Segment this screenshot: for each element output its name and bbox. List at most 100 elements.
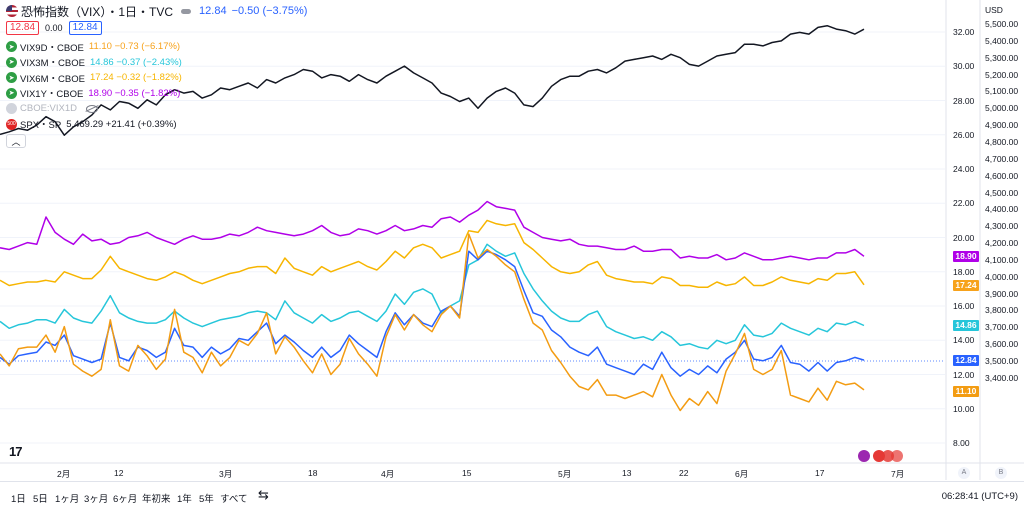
vix-tick-label: 10.00 — [953, 403, 975, 414]
spx-tick-label: 4,100.00 — [985, 254, 1019, 265]
buy-button[interactable]: 12.84 — [68, 21, 102, 35]
collapse-legend-button[interactable]: ︿ — [6, 134, 26, 148]
price-tag: 14.86 — [953, 320, 979, 331]
spx-tick-label: 5,300.00 — [985, 52, 1019, 63]
time-tick-label: 13 — [622, 468, 632, 478]
price-tag: 17.24 — [953, 280, 979, 291]
chart-grid — [0, 31, 945, 444]
spx-tick-label: 3,700.00 — [985, 322, 1019, 333]
range-button[interactable]: 1日 — [11, 494, 26, 505]
spx-values: 5,469.29 +21.41 (+0.39%) — [66, 118, 177, 130]
vix-tick-label: 18.00 — [953, 266, 975, 277]
auto-scale-button[interactable]: A — [958, 467, 970, 479]
date-range-icon[interactable]: ⇆ — [258, 487, 269, 502]
legend-series-row[interactable]: ➤ VIX3M・CBOE 14.86 −0.37 (−2.43%) — [6, 55, 307, 71]
arrow-icon: ➤ — [6, 41, 17, 53]
vix-tick-label: 8.00 — [953, 438, 970, 448]
range-button[interactable]: すべて — [220, 494, 248, 505]
spx-name[interactable]: SPX・SP — [20, 120, 62, 132]
series-line-vix9d[interactable] — [0, 233, 865, 412]
vix-tick-label: 14.00 — [953, 335, 975, 346]
vix-tick-label: 24.00 — [953, 164, 975, 174]
legend-series-row[interactable]: ➤ VIX6M・CBOE 17.24 −0.32 (−1.82%) — [6, 70, 307, 86]
spx-tick-label: 4,700.00 — [985, 153, 1019, 164]
event-lightning-icon[interactable] — [858, 450, 870, 462]
vix-tick-label: 22.00 — [953, 198, 975, 209]
series-line-vix6m[interactable] — [0, 219, 865, 288]
vix-tick-label: 16.00 — [953, 301, 975, 311]
bottom-toolbar: 1日 5日 1ヶ月 3ヶ月 6ヶ月 年初来 1年 5年 すべて ⇆ 06:28:41 (UTC+… — [0, 481, 1024, 511]
price-tag: 12.84 — [953, 355, 979, 366]
spx-tick-label: 4,600.00 — [985, 170, 1019, 181]
spx-tick-label: 5,500.00 — [985, 19, 1019, 29]
spx-tick-label: 3,800.00 — [985, 305, 1019, 316]
legend-series-row[interactable]: ➤ VIX9D・CBOE 11.10 −0.73 (−6.17%) — [6, 39, 307, 55]
time-tick-label: 6月 — [735, 469, 749, 479]
series-line-vix[interactable] — [0, 250, 865, 377]
legend-series-list: ➤ VIX9D・CBOE 11.10 −0.73 (−6.17%) ➤ VIX3M・CB… — [6, 39, 307, 101]
legend: 恐怖指数（VIX）・1日・TVC 12.84 −0.50 (−3.75%) 12… — [6, 4, 307, 148]
vix-tick-label: 26.00 — [953, 129, 975, 140]
bid-ask-row: 12.84 0.00 12.84 — [6, 21, 307, 35]
vix-tick-label: 28.00 — [953, 95, 975, 106]
spread-value: 0.00 — [45, 23, 63, 33]
legend-title-row[interactable]: 恐怖指数（VIX）・1日・TVC 12.84 −0.50 (−3.75%) — [6, 4, 308, 19]
spx-tick-label: 5,200.00 — [985, 69, 1019, 80]
arrow-icon: ➤ — [6, 72, 17, 84]
legend-series-name[interactable]: VIX6M・CBOE — [20, 73, 85, 85]
legend-hidden-series[interactable]: CBOE:VIX1D — [6, 101, 307, 117]
spx-tick-label: 4,500.00 — [985, 187, 1019, 198]
range-button[interactable]: 5日 — [33, 494, 48, 505]
range-button[interactable]: 1ヶ月 — [55, 494, 80, 505]
log-scale-button[interactable]: B — [995, 467, 1007, 479]
series-lines — [0, 24, 865, 412]
legend-series-name[interactable]: VIX9D・CBOE — [20, 42, 84, 54]
spx-tick-label: 5,400.00 — [985, 35, 1019, 46]
spx-tick-label: 4,900.00 — [985, 120, 1019, 131]
series-line-spx[interactable] — [0, 24, 865, 136]
hidden-series-name[interactable]: CBOE:VIX1D — [20, 103, 78, 115]
spx-tick-label: 3,500.00 — [985, 356, 1019, 366]
price-tag: 11.10 — [953, 386, 979, 397]
spx-tick-label: 4,200.00 — [985, 238, 1019, 249]
spx-tick-label: 4,400.00 — [985, 204, 1019, 215]
range-button[interactable]: 年初来 — [142, 494, 171, 505]
spx-tick-label: 4,800.00 — [985, 136, 1019, 147]
time-tick-label: 3月 — [219, 469, 233, 479]
clock[interactable]: 06:28:41 (UTC+9) — [941, 491, 1018, 502]
price-tag: 18.90 — [953, 251, 979, 262]
currency-label[interactable]: USD — [985, 5, 1003, 15]
market-status-icon[interactable] — [181, 8, 192, 14]
legend-series-row[interactable]: ➤ VIX1Y・CBOE 18.90 −0.35 (−1.82%) — [6, 86, 307, 102]
chart-area[interactable] — [0, 0, 1024, 480]
hidden-eye-icon[interactable] — [86, 104, 99, 113]
hidden-series-icon — [6, 103, 17, 115]
spx-badge-icon: 500 — [6, 118, 17, 130]
time-tick-label: 12 — [114, 468, 124, 478]
range-button[interactable]: 3ヶ月 — [84, 494, 109, 505]
symbol-title[interactable]: 恐怖指数（VIX）・1日・TVC — [21, 4, 174, 19]
last-value: 12.84 — [199, 5, 227, 17]
change-value: −0.50 (−3.75%) — [231, 5, 308, 17]
time-tick-label: 22 — [679, 468, 689, 478]
sell-button[interactable]: 12.84 — [6, 21, 40, 35]
event-flag-icon-3[interactable] — [891, 450, 903, 462]
series-line-vix1y[interactable] — [0, 200, 865, 261]
legend-series-name[interactable]: VIX3M・CBOE — [20, 58, 85, 70]
legend-series-values: 17.24 −0.32 (−1.82%) — [89, 72, 182, 84]
spx-tick-label: 3,400.00 — [985, 372, 1019, 383]
vix-tick-label: 20.00 — [953, 232, 975, 243]
range-button[interactable]: 5年 — [199, 494, 214, 505]
legend-series-values: 11.10 −0.73 (−6.17%) — [88, 41, 181, 53]
tradingview-logo[interactable]: 17 — [9, 444, 23, 459]
spx-tick-label: 3,900.00 — [985, 288, 1019, 299]
legend-spx[interactable]: 500 SPX・SP 5,469.29 +21.41 (+0.39%) — [6, 117, 307, 133]
vix-tick-label: 30.00 — [953, 61, 975, 72]
time-tick-label: 4月 — [381, 469, 395, 479]
range-button[interactable]: 6ヶ月 — [113, 494, 138, 505]
legend-series-name[interactable]: VIX1Y・CBOE — [20, 89, 84, 101]
time-tick-label: 15 — [462, 468, 472, 478]
legend-series-values: 14.86 −0.37 (−2.43%) — [89, 56, 182, 68]
series-line-vix3m[interactable] — [0, 243, 865, 350]
range-button[interactable]: 1年 — [177, 494, 192, 505]
